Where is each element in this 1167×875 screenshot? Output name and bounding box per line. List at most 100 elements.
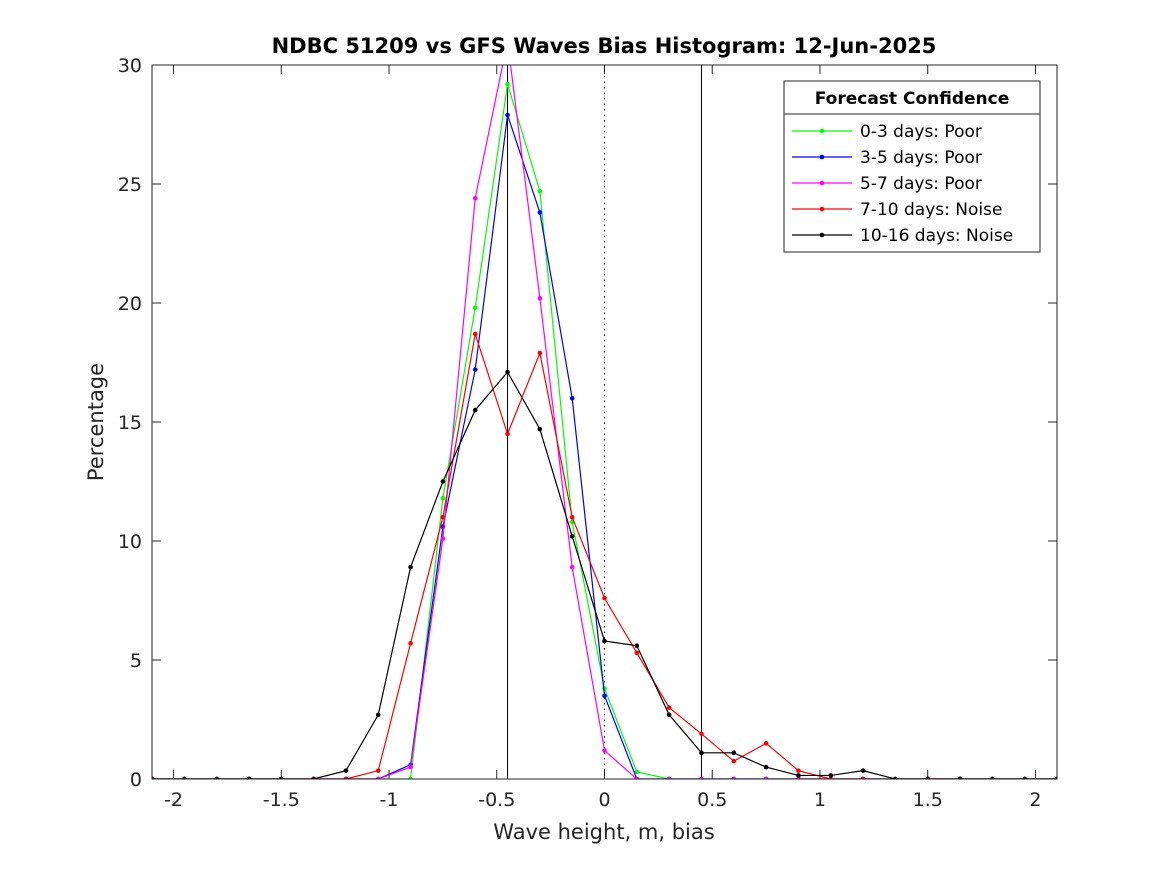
data-point: [408, 641, 413, 646]
data-point: [860, 768, 866, 773]
legend-label: 3-5 days: Poor: [860, 148, 982, 168]
data-point: [152, 776, 155, 779]
data-point: [505, 112, 510, 118]
legend-marker: [819, 128, 825, 134]
data-point: [602, 748, 607, 753]
y-tick-label: 25: [118, 174, 142, 196]
data-point: [343, 768, 349, 773]
data-point: [731, 758, 737, 764]
plot-frame: [151, 64, 1058, 780]
legend-marker: [819, 154, 825, 160]
data-point: [666, 712, 672, 718]
data-point: [699, 731, 704, 737]
data-point: [602, 638, 607, 644]
legend: Forecast Confidence 0-3 days: Poor 3-5 da…: [783, 80, 1041, 253]
data-point: [440, 479, 446, 484]
y-tick-label: 5: [130, 650, 142, 672]
data-point: [796, 768, 801, 773]
legend-item: 5-7 days: Poor: [792, 174, 982, 194]
x-tick-label: -1: [380, 789, 399, 811]
data-point: [440, 514, 446, 520]
data-point: [537, 350, 543, 356]
legend-marker: [819, 232, 825, 238]
data-point: [1022, 776, 1027, 779]
data-point: [634, 643, 640, 649]
data-point: [472, 331, 478, 337]
data-point: [408, 564, 413, 570]
x-tick-label: 0.5: [697, 789, 727, 811]
data-point: [634, 650, 640, 656]
chart-title: NDBC 51209 vs GFS Waves Bias Histogram: …: [272, 34, 937, 58]
data-point: [828, 773, 834, 778]
data-point: [278, 776, 284, 779]
data-point: [440, 536, 446, 541]
data-point: [214, 776, 219, 779]
data-point: [505, 431, 510, 437]
data-point: [763, 741, 769, 746]
data-point: [602, 693, 607, 698]
legend-item: 3-5 days: Poor: [792, 148, 982, 168]
data-point: [763, 764, 769, 770]
data-point: [699, 750, 704, 756]
legend-marker: [819, 206, 825, 212]
y-tick-label: 20: [118, 293, 142, 315]
legend-box: [783, 80, 1041, 253]
data-point: [569, 514, 575, 520]
data-point: [569, 533, 575, 539]
y-axis-label: Percentage: [84, 363, 108, 481]
data-point: [893, 776, 898, 779]
data-point: [860, 776, 866, 779]
data-point: [634, 769, 640, 775]
data-point: [182, 776, 187, 779]
legend-marker: [819, 180, 825, 186]
data-point: [408, 776, 413, 779]
y-tick-label: 15: [118, 412, 142, 434]
legend-item: 10-16 days: Noise: [792, 226, 1013, 246]
data-point: [472, 407, 478, 413]
x-axis-label: Wave height, m, bias: [493, 820, 714, 844]
data-point: [472, 305, 478, 311]
x-tick-label: -2: [164, 789, 183, 811]
data-point: [796, 773, 801, 778]
x-tick-label: 1: [814, 789, 826, 811]
x-tick-label: 0: [598, 789, 610, 811]
data-point: [537, 295, 543, 301]
reference-lines: [507, 65, 702, 779]
data-point: [505, 369, 510, 375]
data-point: [925, 776, 931, 779]
legend-item: 0-3 days: Poor: [792, 122, 982, 142]
x-tick-label: -1.5: [263, 789, 300, 811]
x-tick-label: 1.5: [913, 789, 943, 811]
data-point: [537, 210, 543, 215]
data-point: [763, 776, 769, 779]
data-point: [246, 776, 252, 779]
data-point: [634, 776, 640, 779]
y-tick-label: 0: [130, 769, 142, 791]
data-point: [957, 776, 963, 779]
y-tick-label: 30: [118, 55, 142, 77]
data-point: [1054, 776, 1057, 779]
data-point: [666, 776, 672, 779]
legend-label: 5-7 days: Poor: [860, 174, 982, 194]
data-point: [731, 750, 737, 756]
data-point: [537, 426, 543, 432]
data-point: [537, 188, 543, 194]
legend-item: 7-10 days: Noise: [792, 200, 1002, 220]
data-point: [699, 776, 704, 779]
x-tick-label: 2: [1029, 789, 1041, 811]
data-point: [569, 564, 575, 570]
data-point: [375, 776, 381, 779]
data-point: [472, 195, 478, 201]
data-point: [343, 776, 349, 779]
legend-title: Forecast Confidence: [815, 89, 1010, 109]
y-tick-label: 10: [118, 531, 142, 553]
data-point: [375, 712, 381, 718]
data-point: [440, 495, 446, 501]
data-point: [472, 367, 478, 372]
data-point: [990, 776, 995, 779]
data-point: [666, 705, 672, 710]
data-point: [408, 764, 413, 770]
x-tick-label: -0.5: [478, 789, 515, 811]
